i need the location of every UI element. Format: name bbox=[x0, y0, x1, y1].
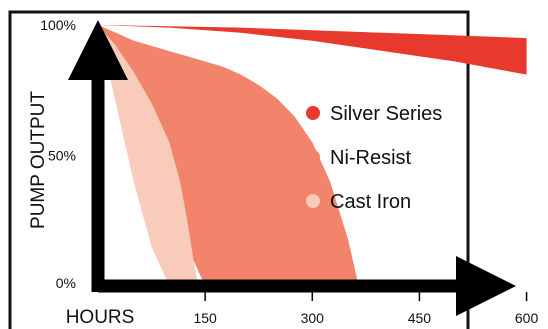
x-tick-label: 150 bbox=[193, 310, 217, 326]
x-axis-label: HOURS bbox=[66, 307, 135, 328]
series-area-2 bbox=[98, 25, 359, 286]
y-tick-label: 50% bbox=[48, 148, 76, 164]
series-area-1 bbox=[98, 25, 527, 75]
y-tick-label: 100% bbox=[40, 17, 76, 33]
x-tick-label: 450 bbox=[408, 310, 432, 326]
y-axis-arrow bbox=[68, 20, 128, 292]
legend-label: Silver Series bbox=[330, 103, 442, 125]
x-axis-arrow bbox=[98, 256, 516, 316]
x-tick-label: 300 bbox=[301, 310, 325, 326]
legend-label: Ni-Resist bbox=[330, 147, 412, 169]
x-tick-label: 600 bbox=[515, 310, 539, 326]
legend-swatch bbox=[306, 106, 320, 120]
y-axis-label: PUMP OUTPUT bbox=[28, 91, 49, 229]
legend: Silver Series Ni-Resist Cast Iron bbox=[306, 103, 442, 213]
plot-frame bbox=[8, 10, 470, 329]
legend-swatch bbox=[306, 150, 320, 164]
legend-swatch bbox=[306, 194, 320, 208]
y-tick-label: 0% bbox=[56, 275, 76, 291]
series-areas bbox=[98, 25, 527, 286]
legend-label: Cast Iron bbox=[330, 191, 411, 213]
series-area-3 bbox=[98, 25, 198, 286]
axis-ticks: 150 300 450 600 0% 50% 100% bbox=[40, 17, 538, 326]
